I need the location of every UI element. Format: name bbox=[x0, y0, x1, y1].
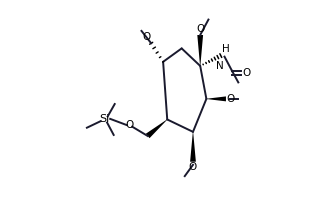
Text: O: O bbox=[126, 120, 134, 130]
Text: H: H bbox=[222, 44, 230, 54]
Text: O: O bbox=[197, 24, 205, 34]
Polygon shape bbox=[190, 132, 196, 162]
Polygon shape bbox=[206, 96, 226, 101]
Polygon shape bbox=[197, 35, 203, 66]
Text: O: O bbox=[189, 162, 197, 172]
Text: O: O bbox=[242, 68, 251, 78]
Text: Si: Si bbox=[99, 115, 109, 124]
Text: N: N bbox=[216, 61, 224, 71]
Text: O: O bbox=[226, 94, 235, 104]
Text: O: O bbox=[142, 32, 150, 42]
Polygon shape bbox=[146, 119, 167, 138]
